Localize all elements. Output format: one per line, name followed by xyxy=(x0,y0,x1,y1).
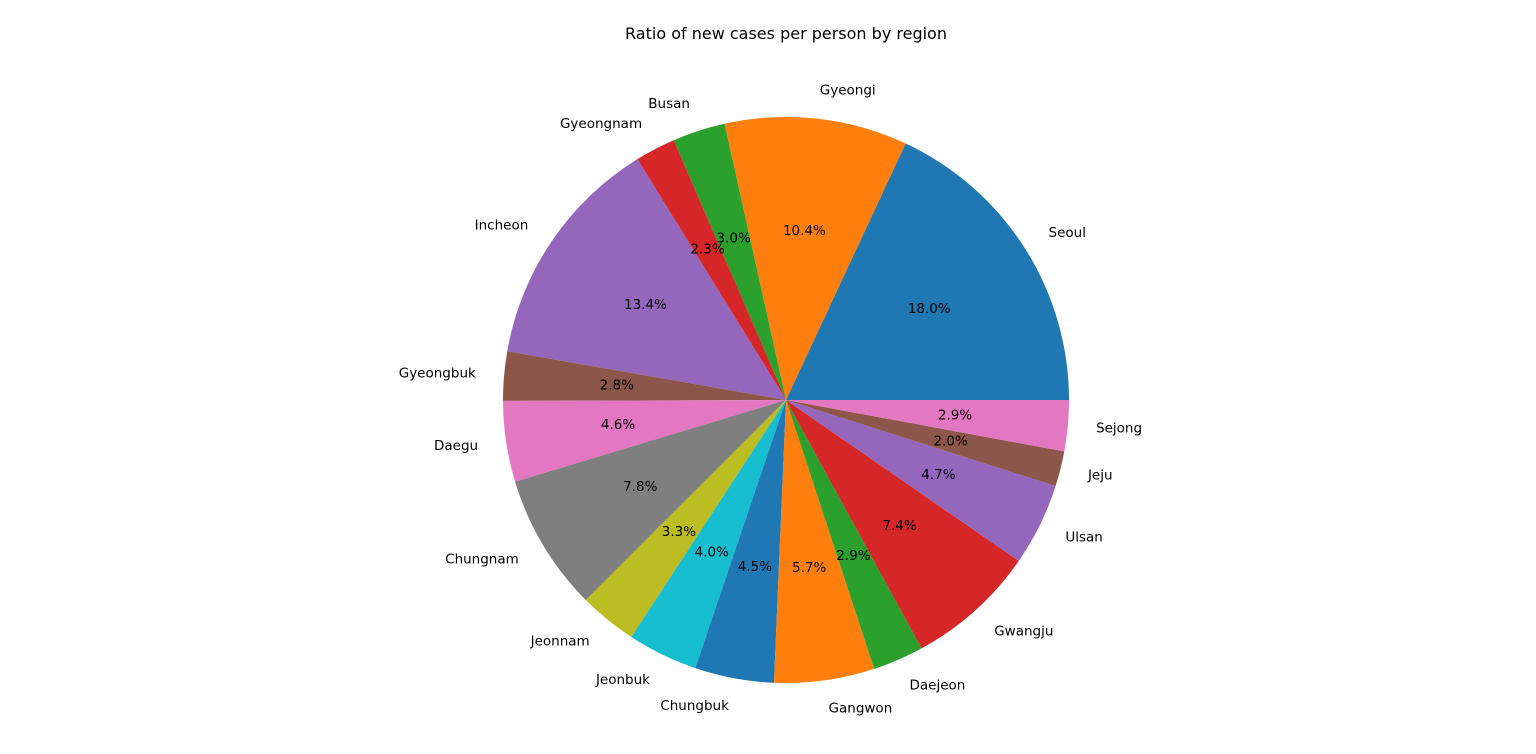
slice-label-sejong: Sejong xyxy=(1096,420,1142,436)
pie-slice-gangwon xyxy=(773,400,875,683)
slice-label-jeonbuk: Jeonbuk xyxy=(595,672,650,688)
pie-slice-gyeongi xyxy=(724,117,906,400)
pie-percent-labels: 18.0% 10.4% 3.0%2.3% 13.4% 2.8% 4.6% 7.8% 3.3% 4… xyxy=(600,223,973,576)
slice-label-chungnam: Chungnam xyxy=(445,552,519,568)
pie-slice-jeonnam xyxy=(585,400,786,637)
slice-label-daejeon: Daejeon xyxy=(910,678,966,694)
slice-percent-ulsan: 4.7% xyxy=(921,467,955,483)
slice-percent-jeju: 2.0% xyxy=(934,433,968,449)
pie-slice-daejeon xyxy=(786,400,922,669)
slice-percent-incheon: 13.4% xyxy=(624,297,667,313)
slice-label-jeonnam: Jeonnam xyxy=(530,634,590,650)
slice-label-chungbuk: Chungbuk xyxy=(660,698,729,714)
slice-percent-gangwon: 5.7% xyxy=(792,560,826,576)
slice-percent-gyeongi: 10.4% xyxy=(783,223,826,239)
slice-percent-jeonnam: 3.3% xyxy=(662,524,696,540)
pie-slice-busan xyxy=(673,123,786,400)
pie-slice-daegu xyxy=(503,400,786,482)
slice-label-jeju: Jeju xyxy=(1087,468,1113,484)
slice-percent-jeonbuk: 4.0% xyxy=(695,545,729,561)
slice-label-gangwon: Gangwon xyxy=(829,700,893,716)
slice-label-busan: Busan xyxy=(648,96,690,112)
slice-percent-daejeon: 2.9% xyxy=(836,548,870,564)
slice-percent-gyeongnam: 2.3% xyxy=(690,241,724,257)
slice-percent-busan: 3.0% xyxy=(716,230,750,246)
slice-label-ulsan: Ulsan xyxy=(1065,529,1103,545)
slice-percent-gwangju: 7.4% xyxy=(882,518,916,534)
pie-slice-jeju xyxy=(786,400,1065,487)
pie-slice-chungbuk xyxy=(695,400,786,683)
slice-percent-seoul: 18.0% xyxy=(908,301,951,317)
pie-slice-ulsan xyxy=(786,400,1056,561)
chart-title: Ratio of new cases per person by region xyxy=(625,24,947,43)
slice-label-gyeongbuk: Gyeongbuk xyxy=(399,366,476,382)
pie-slice-gyeongnam xyxy=(637,140,786,401)
pie-category-labels: Seoul Gyeongi Busan Gyeongnam Incheon Gyeongb… xyxy=(399,83,1142,717)
slice-percent-chungnam: 7.8% xyxy=(623,479,657,495)
pie-slice-gyeongbuk xyxy=(502,351,786,401)
slice-percent-sejong: 2.9% xyxy=(938,407,972,423)
slice-label-daegu: Daegu xyxy=(434,438,478,454)
pie-slice-jeonbuk xyxy=(631,400,786,669)
slice-percent-gyeongbuk: 2.8% xyxy=(600,378,634,394)
slice-label-gyeongi: Gyeongi xyxy=(820,83,876,99)
slice-percent-chungbuk: 4.5% xyxy=(738,559,772,575)
slice-label-incheon: Incheon xyxy=(475,217,529,233)
pie-slice-incheon xyxy=(507,159,786,400)
slice-label-gwangju: Gwangju xyxy=(994,623,1053,639)
slice-label-gyeongnam: Gyeongnam xyxy=(560,116,642,132)
pie-slice-gwangju xyxy=(786,400,1019,649)
slice-percent-daegu: 4.6% xyxy=(601,417,635,433)
slice-label-seoul: Seoul xyxy=(1049,225,1086,241)
pie-slice-sejong xyxy=(786,400,1069,452)
pie-slice-seoul xyxy=(786,143,1069,400)
pie-slice-chungnam xyxy=(515,400,786,600)
pie-slices xyxy=(502,117,1069,683)
